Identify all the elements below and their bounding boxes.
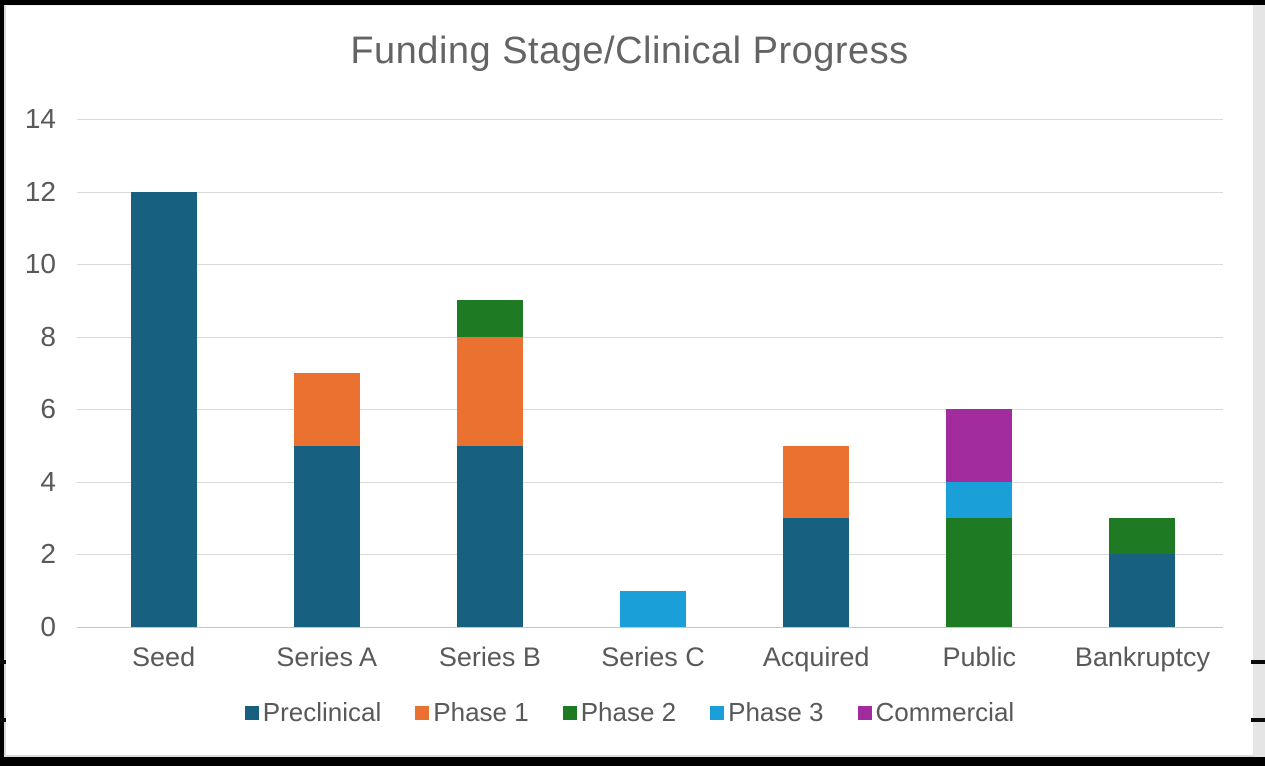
legend-label: Preclinical	[262, 697, 382, 727]
legend-label: Phase 1	[433, 697, 529, 727]
legend-item-phase-3: Phase 3	[710, 697, 824, 728]
legend-label: Commercial	[875, 697, 1015, 727]
bar-segment-series-a-preclinical	[293, 445, 360, 627]
bar-segment-series-b-phase-1	[456, 336, 523, 446]
edge-artifact-mark	[1251, 660, 1265, 664]
legend-swatch-icon	[562, 705, 577, 720]
gridline-y-0	[77, 627, 1223, 628]
bar-segment-series-c-phase-3	[620, 590, 686, 627]
y-axis-tick-label: 10	[24, 248, 56, 280]
bar-segment-public-phase-2	[946, 518, 1013, 627]
gridline-y-8	[77, 336, 1223, 338]
gridline-y-4	[77, 481, 1223, 483]
bar-segment-public-phase-3	[946, 481, 1013, 519]
x-axis-category-label: Series C	[601, 642, 705, 672]
x-axis-category-label: Public	[942, 642, 1017, 672]
bar-segment-seed-preclinical	[130, 191, 197, 627]
y-axis-tick-label: 6	[40, 393, 56, 425]
gridline-y-6	[77, 409, 1223, 411]
edge-artifact-mark	[0, 660, 6, 664]
right-margin-strip	[1253, 5, 1265, 757]
x-axis-category-label: Bankruptcy	[1074, 642, 1210, 672]
legend-swatch-icon	[415, 705, 430, 720]
gridline-y-14	[77, 119, 1223, 120]
y-axis-tick-label: 4	[40, 465, 56, 497]
bar-segment-public-commercial	[946, 409, 1013, 482]
chart-title: Funding Stage/Clinical Progress	[350, 30, 909, 72]
bar-segment-series-b-phase-2	[456, 300, 523, 337]
gridline-y-12	[77, 191, 1223, 193]
y-axis-tick-label: 14	[24, 103, 56, 134]
legend-item-preclinical: Preclinical	[244, 697, 382, 728]
x-axis-category-label: Series A	[276, 642, 377, 672]
chart-panel: Funding Stage/Clinical Progress 0 2 4 6 8 10 1…	[4, 5, 1253, 757]
edge-artifact-mark	[1251, 718, 1265, 722]
chart-legend: Preclinical Phase 1 Phase 2 Phase 3 Commerci…	[6, 697, 1253, 728]
x-axis-category-label: Series B	[438, 642, 541, 672]
gridline-y-2	[77, 554, 1223, 556]
y-axis-tick-label: 2	[40, 538, 56, 570]
bar-segment-bankruptcy-phase-2	[1109, 518, 1176, 555]
edge-artifact-mark	[0, 718, 6, 722]
y-axis-tick-label: 12	[24, 175, 56, 207]
legend-swatch-icon	[244, 705, 259, 720]
legend-swatch-icon	[857, 705, 872, 720]
x-axis-category-label: Acquired	[762, 642, 870, 672]
gridline-y-10	[77, 264, 1223, 266]
legend-item-commercial: Commercial	[857, 697, 1015, 728]
bar-segment-bankruptcy-preclinical	[1109, 554, 1176, 627]
legend-item-phase-1: Phase 1	[415, 697, 529, 728]
plot-area: 0 2 4 6 8 10 12 14 Seed Series A Series B Series C A…	[6, 6, 1253, 755]
bar-segment-series-a-phase-1	[293, 373, 360, 446]
bar-segment-series-b-preclinical	[456, 445, 523, 627]
y-axis-tick-label: 8	[40, 320, 56, 352]
legend-label: Phase 2	[580, 697, 677, 727]
legend-swatch-icon	[710, 705, 725, 720]
bar-segment-acquired-phase-1	[783, 445, 850, 519]
legend-item-phase-2: Phase 2	[562, 697, 677, 728]
x-axis-category-label: Seed	[132, 642, 196, 672]
bar-segment-acquired-preclinical	[783, 518, 850, 627]
y-axis-tick-label: 0	[40, 611, 56, 642]
legend-label: Phase 3	[728, 697, 824, 727]
